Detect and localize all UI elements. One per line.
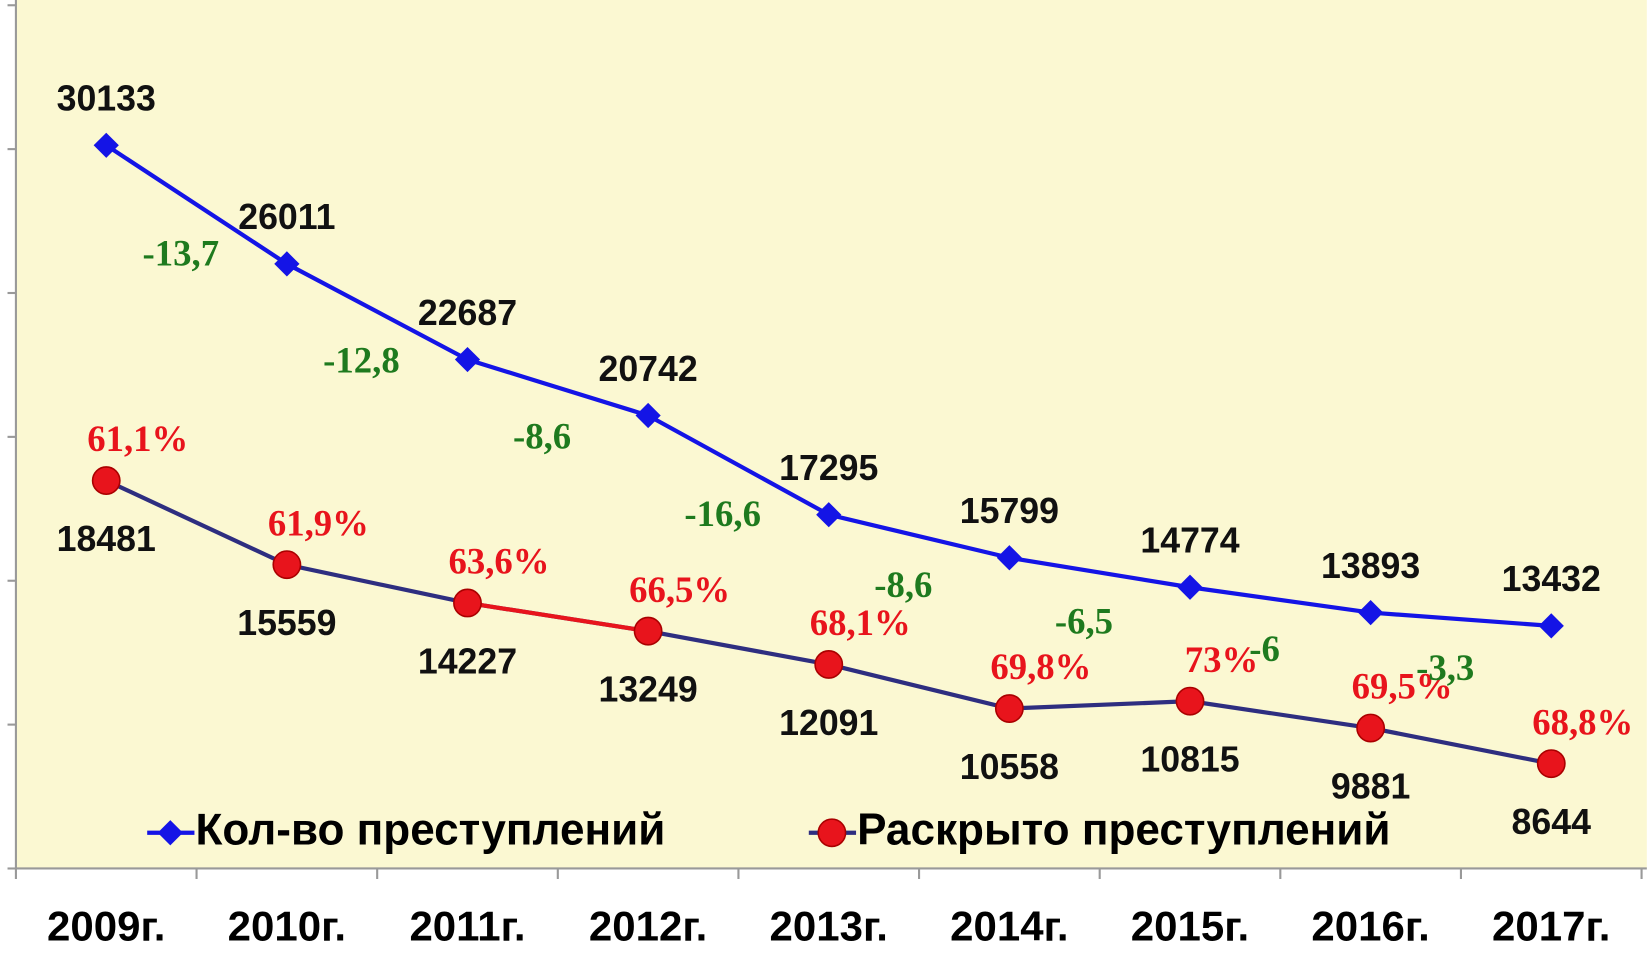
data-label: 14227 [418, 641, 517, 681]
rate-label: 66,5% [629, 569, 730, 610]
data-label: 15559 [237, 603, 336, 643]
change-label: -3,3 [1416, 647, 1474, 688]
highlight-segment [467, 600, 649, 634]
data-label: 10815 [1140, 740, 1239, 780]
data-label: 17295 [779, 448, 878, 488]
rate-label: 69,5% [1352, 666, 1453, 707]
change-label: -16,6 [684, 493, 761, 534]
marker [1175, 686, 1205, 716]
data-label: 26011 [238, 197, 335, 237]
rate-label: 68,8% [1532, 701, 1633, 742]
data-label: 13893 [1321, 546, 1420, 586]
data-label: 8644 [1512, 802, 1592, 842]
rate-label: 63,6% [448, 541, 549, 582]
x-tick-label: 2010г. [228, 902, 346, 949]
data-label: 30133 [57, 79, 156, 119]
data-label: 12091 [779, 703, 878, 743]
legend-label: Раскрыто преступлений [857, 805, 1390, 854]
change-label: -13,7 [143, 233, 220, 274]
marker [1177, 574, 1203, 600]
marker [994, 694, 1024, 723]
rate-label: 68,1% [810, 602, 911, 643]
legend-marker [817, 818, 847, 848]
data-label: 9881 [1331, 766, 1410, 806]
marker [814, 650, 844, 679]
x-tick-label: 2009г. [47, 902, 165, 949]
data-label: 14774 [1140, 521, 1239, 561]
rate-label: 61,1% [87, 418, 188, 459]
marker [1356, 713, 1386, 743]
marker [996, 545, 1022, 571]
data-label: 13432 [1502, 559, 1601, 599]
rate-label: 73% [1185, 639, 1259, 680]
marker [93, 132, 119, 158]
data-label: 18481 [57, 519, 156, 559]
marker [272, 550, 302, 580]
marker [1536, 749, 1566, 779]
rate-label: 61,9% [268, 502, 369, 543]
data-label: 10558 [960, 747, 1059, 787]
x-tick-label: 2015г. [1131, 902, 1249, 949]
marker [453, 588, 482, 618]
data-label: 13249 [598, 669, 697, 709]
marker [1538, 613, 1564, 639]
marker [633, 616, 663, 646]
marker [91, 466, 121, 496]
x-tick-label: 2017г. [1492, 902, 1610, 949]
legend-label: Кол-во преступлений [196, 805, 666, 854]
change-label: -8,6 [874, 564, 932, 605]
x-tick-label: 2016г. [1311, 902, 1429, 949]
x-tick-label: 2011г. [409, 902, 525, 949]
data-label: 15799 [960, 491, 1059, 531]
x-tick-label: 2013г. [770, 902, 888, 949]
x-tick-label: 2014г. [950, 902, 1068, 949]
marker [1358, 599, 1384, 626]
data-label: 22687 [418, 293, 517, 333]
change-label: -12,8 [323, 340, 400, 381]
data-label: 20742 [598, 349, 697, 389]
marker [274, 251, 300, 277]
rate-label: 69,8% [990, 646, 1091, 687]
change-label: -6 [1249, 628, 1280, 669]
x-tick-label: 2012г. [589, 902, 707, 949]
change-label: -6,5 [1055, 600, 1113, 641]
change-label: -8,6 [513, 415, 571, 456]
